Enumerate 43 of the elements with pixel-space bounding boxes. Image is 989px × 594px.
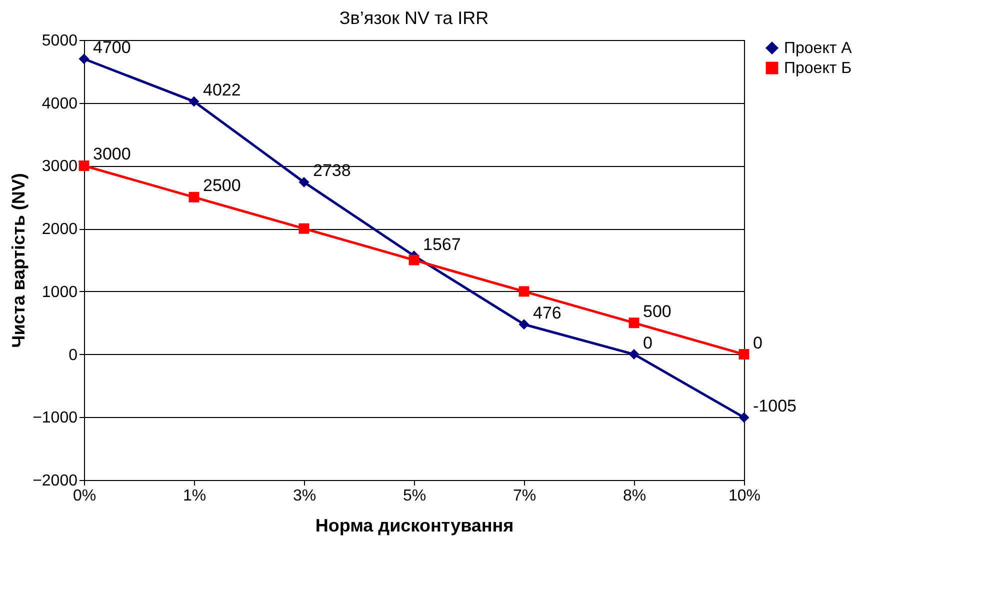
- chart-title: Зв’язок NV та IRR: [339, 8, 489, 28]
- x-tick-label: 3%: [292, 488, 316, 504]
- point: [738, 412, 750, 423]
- point: [738, 349, 750, 360]
- data-label: 2500: [203, 176, 241, 196]
- y-axis-title: Чиста вартість (NV): [8, 173, 29, 348]
- x-tick-label: 7%: [512, 488, 536, 504]
- y-tick-label: 0: [68, 346, 78, 364]
- x-tick-label: 5%: [402, 488, 426, 504]
- point: [298, 223, 310, 234]
- point: [298, 176, 310, 188]
- data-label: 0: [753, 333, 762, 352]
- point: [518, 286, 530, 297]
- data-label: 500: [643, 302, 672, 321]
- point: [628, 349, 640, 360]
- y-tick-label: 1000: [42, 284, 78, 301]
- x-axis-title: Норма дисконтування: [315, 516, 514, 536]
- point: [78, 54, 90, 64]
- point: [188, 192, 200, 202]
- data-label: 4700: [93, 38, 131, 57]
- data-label: 0: [643, 333, 652, 352]
- x-tick-label: 1%: [182, 488, 206, 504]
- x-tick-label: 10%: [728, 488, 761, 504]
- y-tick-label: 4000: [42, 95, 78, 112]
- data-label: 476: [533, 303, 562, 322]
- data-label: 3000: [93, 144, 131, 164]
- y-tick-label: 5000: [42, 32, 78, 50]
- x-tick-label: 8%: [622, 488, 646, 504]
- legend-label: Проект Б: [784, 60, 852, 77]
- point: [78, 160, 90, 171]
- y-tick-label: 2000: [42, 221, 78, 238]
- data-label: 1567: [423, 234, 461, 254]
- data-label: 4022: [203, 80, 241, 100]
- y-tick-label: −1000: [32, 410, 78, 427]
- y-tick-label: −2000: [32, 472, 78, 490]
- point: [408, 254, 420, 266]
- point: [188, 96, 200, 107]
- y-tick-label: 3000: [42, 158, 78, 176]
- point: [628, 318, 640, 328]
- data-label: -1005: [753, 396, 796, 416]
- point: [518, 319, 530, 330]
- legend-label: Проект А: [784, 40, 852, 57]
- x-tick-label: 0%: [72, 488, 96, 504]
